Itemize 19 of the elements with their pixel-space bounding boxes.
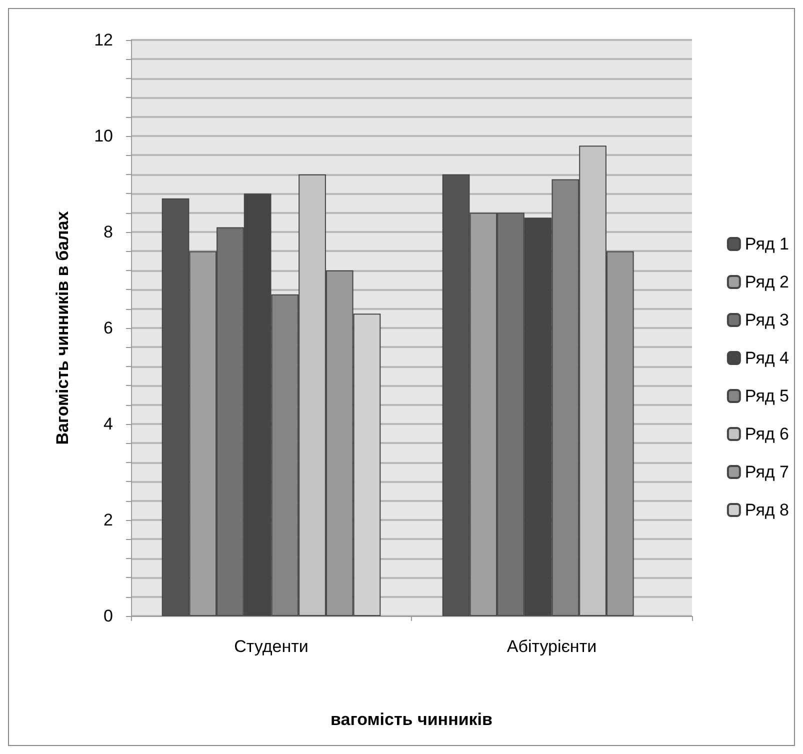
y-tick-label: 4	[104, 414, 113, 434]
legend-label: Ряд 8	[744, 500, 789, 520]
y-axis-title: Вагомість чинників в балах	[53, 210, 72, 445]
legend-label: Ряд 5	[744, 386, 789, 406]
y-tick-label: 8	[104, 222, 113, 242]
y-tick-label: 6	[104, 318, 113, 338]
x-axis-title: вагомість чинників	[330, 710, 492, 729]
x-tick-label: Студенти	[234, 637, 308, 656]
x-tick-label: Абітурієнти	[506, 637, 597, 656]
legend-label: Ряд 6	[744, 424, 789, 444]
legend-label: Ряд 3	[744, 310, 789, 330]
legend-label: Ряд 4	[744, 348, 789, 368]
y-tick-label: 2	[104, 510, 113, 530]
legend-label: Ряд 2	[744, 272, 789, 292]
y-tick-label: 0	[104, 606, 113, 626]
legend-label: Ряд 1	[744, 234, 789, 254]
y-tick-label: 10	[94, 126, 113, 146]
y-tick-label: 12	[94, 30, 113, 50]
legend-label: Ряд 7	[744, 462, 789, 482]
